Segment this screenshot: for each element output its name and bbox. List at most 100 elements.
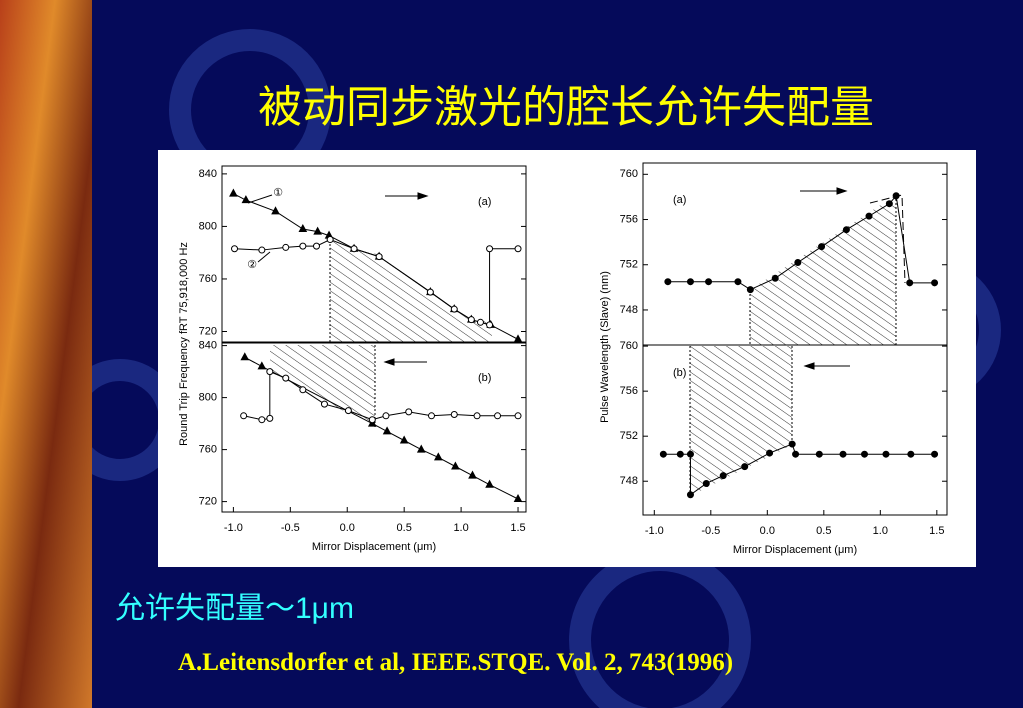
- y-tick-label: 800: [199, 220, 217, 232]
- marker: [705, 278, 713, 286]
- marker: [676, 450, 684, 458]
- marker: [299, 386, 307, 394]
- series-name: ①: [273, 187, 283, 199]
- panel-label: (a): [478, 196, 491, 208]
- marker: [473, 412, 481, 420]
- plot-frame: [642, 344, 948, 516]
- y-tick-label: 760: [620, 168, 638, 180]
- marker: [746, 286, 754, 294]
- y-tick-label: 756: [620, 213, 638, 225]
- marker: [906, 279, 914, 287]
- marker: [241, 195, 251, 204]
- series-line: [243, 370, 519, 421]
- marker: [741, 463, 749, 471]
- marker: [931, 450, 939, 458]
- marker: [839, 450, 847, 458]
- y-axis-label: Round Trip Frequency fRT 75,918,000 Hz: [178, 242, 190, 446]
- marker: [282, 374, 290, 382]
- y-tick-label: 756: [620, 385, 638, 397]
- marker: [664, 278, 672, 286]
- marker: [467, 316, 475, 324]
- marker: [313, 242, 321, 250]
- marker: [231, 245, 239, 253]
- panel-label: (b): [673, 367, 686, 379]
- plot-frame: [221, 342, 527, 513]
- marker: [344, 407, 352, 415]
- marker: [794, 258, 802, 266]
- y-tick-label: 760: [199, 444, 217, 456]
- marker: [659, 450, 667, 458]
- x-tick-label: -0.5: [281, 522, 300, 534]
- marker: [282, 243, 290, 251]
- marker: [450, 305, 458, 313]
- marker: [266, 368, 274, 376]
- marker: [686, 278, 694, 286]
- marker: [382, 412, 390, 420]
- y-tick-label: 800: [199, 392, 217, 404]
- subtitle: 允许失配量～1μm: [115, 592, 354, 625]
- slide-title: 被动同步激光的腔长允许失配量: [258, 83, 874, 132]
- marker: [513, 493, 523, 502]
- marker: [427, 412, 435, 420]
- marker: [702, 479, 710, 487]
- x-tick-label: 1.5: [929, 525, 944, 537]
- y-tick-label: 748: [620, 304, 638, 316]
- marker: [513, 334, 523, 343]
- marker: [486, 321, 494, 329]
- marker: [792, 450, 800, 458]
- marker: [451, 461, 460, 470]
- marker: [861, 450, 869, 458]
- marker: [229, 188, 238, 197]
- marker: [907, 450, 915, 458]
- marker: [350, 245, 358, 253]
- marker: [258, 246, 266, 254]
- marker: [771, 274, 779, 282]
- y-tick-label: 752: [620, 259, 638, 271]
- x-axis-label: Mirror Displacement (μm): [733, 544, 857, 556]
- side-strip: [0, 0, 92, 708]
- marker: [486, 245, 494, 253]
- marker: [842, 226, 850, 234]
- marker: [375, 253, 383, 261]
- citation: A.Leitensdorfer et al, IEEE.STQE. Vol. 2…: [178, 649, 733, 676]
- marker: [514, 412, 522, 420]
- y-tick-label: 840: [199, 340, 217, 352]
- marker: [494, 412, 502, 420]
- x-tick-label: 1.5: [510, 522, 525, 534]
- marker: [320, 400, 328, 408]
- marker: [405, 408, 413, 416]
- marker: [382, 426, 392, 435]
- y-tick-label: 760: [199, 273, 217, 285]
- marker: [426, 288, 434, 296]
- x-tick-label: -1.0: [645, 525, 664, 537]
- marker: [468, 470, 477, 479]
- marker: [399, 435, 409, 444]
- y-tick-label: 720: [199, 496, 217, 508]
- marker: [815, 450, 823, 458]
- x-tick-label: -1.0: [224, 522, 243, 534]
- panel-label: (b): [478, 372, 491, 384]
- series-line: [663, 443, 935, 496]
- y-tick-label: 752: [620, 430, 638, 442]
- marker: [885, 200, 893, 208]
- y-axis-label: Pulse Wavelength (Slave) (nm): [599, 271, 611, 423]
- marker: [686, 450, 694, 458]
- marker: [865, 212, 873, 220]
- marker: [271, 206, 280, 215]
- marker: [476, 318, 484, 326]
- y-tick-label: 840: [199, 168, 217, 180]
- x-axis-label: Mirror Displacement (μm): [312, 541, 436, 553]
- marker: [719, 472, 727, 480]
- plot-frame: [221, 165, 527, 343]
- x-tick-label: -0.5: [701, 525, 720, 537]
- marker: [686, 491, 694, 499]
- marker: [892, 192, 900, 200]
- marker: [514, 245, 522, 253]
- x-tick-label: 1.0: [873, 525, 888, 537]
- marker: [882, 450, 890, 458]
- x-tick-label: 0.0: [760, 525, 775, 537]
- y-tick-label: 748: [620, 475, 638, 487]
- marker: [450, 411, 458, 418]
- x-tick-label: 0.5: [816, 525, 831, 537]
